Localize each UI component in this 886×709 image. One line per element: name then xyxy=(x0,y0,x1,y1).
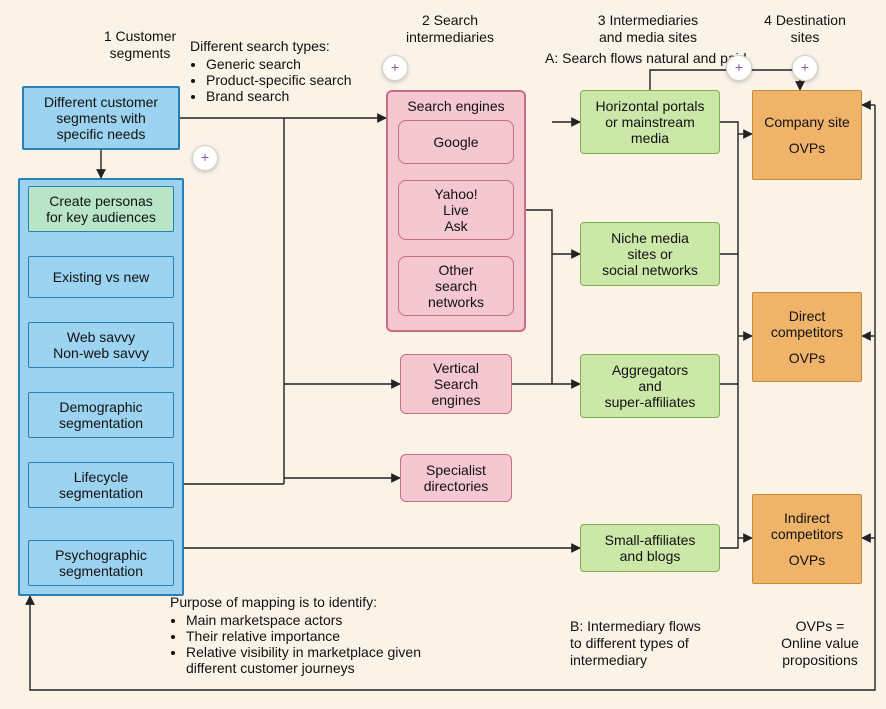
column-header-hdr3: 3 Intermediariesand media sites xyxy=(558,12,738,46)
search-types-list: Different search types: Generic searchPro… xyxy=(190,38,390,104)
search-engine-yahoo-live-ask: Yahoo!LiveAsk xyxy=(398,180,514,240)
lifecycle-segmentation-label: Lifecyclesegmentation xyxy=(59,469,143,501)
company-site: Company site OVPs xyxy=(752,90,862,180)
search-types-item-0: Generic search xyxy=(206,56,390,72)
direct-competitors-label: Directcompetitors xyxy=(771,308,843,340)
plus-2[interactable]: + xyxy=(382,55,408,81)
segmentation-container xyxy=(18,178,184,596)
create-personas-label: Create personasfor key audiences xyxy=(46,193,156,225)
search-types-item-1: Product-specific search xyxy=(206,72,390,88)
indirect-competitors-sublabel: OVPs xyxy=(789,552,826,568)
customer-segments-needs: Different customersegments withspecific … xyxy=(22,86,180,150)
aggregators-superaffiliates-label: Aggregatorsandsuper-affiliates xyxy=(605,362,696,410)
ovps-footnote: OVPs =Online valuepropositions xyxy=(760,618,880,668)
search-engines-container-label: Search engines xyxy=(407,98,504,114)
small-affiliates-blogs-label: Small-affiliatesand blogs xyxy=(605,532,696,564)
specialist-directories-label: Specialistdirectories xyxy=(424,462,489,494)
small-affiliates-blogs: Small-affiliatesand blogs xyxy=(580,524,720,572)
create-personas: Create personasfor key audiences xyxy=(28,186,174,232)
niche-media-social-label: Niche mediasites orsocial networks xyxy=(602,230,698,278)
horizontal-portals-label: Horizontal portalsor mainstreammedia xyxy=(596,98,705,146)
search-types-title: Different search types: xyxy=(190,38,390,54)
demographic-segmentation-label: Demographicsegmentation xyxy=(59,399,143,431)
indirect-competitors-label: Indirectcompetitors xyxy=(771,510,843,542)
search-engine-google: Google xyxy=(398,120,514,164)
column-header-hdr2: 2 Searchintermediaries xyxy=(370,12,530,46)
plus-3[interactable]: + xyxy=(726,55,752,81)
web-savvy: Web savvyNon-web savvy xyxy=(28,322,174,368)
purpose-item-2: Relative visibility in marketplace given… xyxy=(186,644,430,676)
column-header-hdr1: 1 Customersegments xyxy=(70,28,210,62)
flow-label-b: B: Intermediary flowsto different types … xyxy=(570,618,760,668)
vertical-search-engines-label: VerticalSearchengines xyxy=(431,360,480,408)
purpose-item-1: Their relative importance xyxy=(186,628,430,644)
edge-e-col3-trunk xyxy=(720,122,738,548)
edge-e-A-horizontal-to-company xyxy=(650,70,800,90)
niche-media-social: Niche mediasites orsocial networks xyxy=(580,222,720,286)
flow-label-a: A: Search flows natural and paid xyxy=(545,50,825,67)
existing-vs-new: Existing vs new xyxy=(28,256,174,298)
plus-4[interactable]: + xyxy=(792,55,818,81)
direct-competitors: Directcompetitors OVPs xyxy=(752,292,862,382)
plus-1[interactable]: + xyxy=(192,145,218,171)
search-engine-yahoo-live-ask-label: Yahoo!LiveAsk xyxy=(434,186,477,234)
search-engine-google-label: Google xyxy=(433,134,478,150)
column-header-hdr4: 4 Destinationsites xyxy=(740,12,870,46)
psychographic-segmentation-label: Psychographicsegmentation xyxy=(55,547,147,579)
aggregators-superaffiliates: Aggregatorsandsuper-affiliates xyxy=(580,354,720,418)
customer-segments-needs-label: Different customersegments withspecific … xyxy=(44,94,158,142)
vertical-search-engines: VerticalSearchengines xyxy=(400,354,512,414)
demographic-segmentation: Demographicsegmentation xyxy=(28,392,174,438)
existing-vs-new-label: Existing vs new xyxy=(53,269,149,285)
web-savvy-label: Web savvyNon-web savvy xyxy=(53,329,149,361)
company-site-sublabel: OVPs xyxy=(789,140,826,156)
other-search-networks: Othersearchnetworks xyxy=(398,256,514,316)
edge-e-se-trunk xyxy=(526,210,552,384)
search-types-item-2: Brand search xyxy=(206,88,390,104)
specialist-directories: Specialistdirectories xyxy=(400,454,512,502)
horizontal-portals: Horizontal portalsor mainstreammedia xyxy=(580,90,720,154)
purpose-list: Purpose of mapping is to identify: Main m… xyxy=(170,594,430,676)
other-search-networks-label: Othersearchnetworks xyxy=(428,262,484,310)
purpose-item-0: Main marketspace actors xyxy=(186,612,430,628)
diagram-stage: Different customersegments withspecific … xyxy=(0,0,886,709)
indirect-competitors: Indirectcompetitors OVPs xyxy=(752,494,862,584)
lifecycle-segmentation: Lifecyclesegmentation xyxy=(28,462,174,508)
purpose-title: Purpose of mapping is to identify: xyxy=(170,594,430,610)
company-site-label: Company site xyxy=(764,114,850,130)
direct-competitors-sublabel: OVPs xyxy=(789,350,826,366)
psychographic-segmentation: Psychographicsegmentation xyxy=(28,540,174,586)
